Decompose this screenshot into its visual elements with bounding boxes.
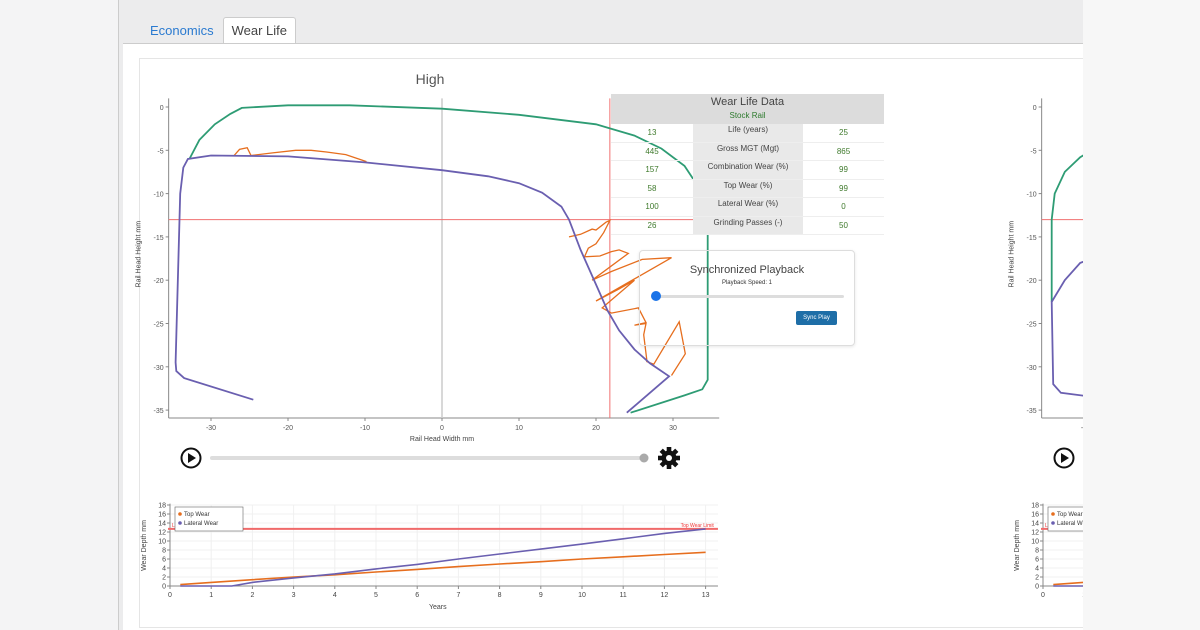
metric-label: Combination Wear (%)	[693, 161, 803, 179]
table-row: 445 Gross MGT (Mgt) 865	[611, 142, 884, 161]
metric-label: Grinding Passes (-)	[693, 216, 803, 234]
right-value: 50	[839, 220, 848, 230]
metric-label: Gross MGT (Mgt)	[693, 142, 803, 160]
speed-slider-track[interactable]	[656, 295, 844, 298]
metric-label: Life (years)	[693, 124, 803, 142]
right-value: 99	[839, 183, 848, 193]
table-subtitle: Stock Rail	[729, 111, 766, 120]
sync-play-button[interactable]: Sync Play	[796, 311, 837, 325]
left-value: 13	[647, 128, 657, 138]
table-header: Wear Life Data Stock Rail	[611, 94, 884, 124]
right-value: 865	[836, 146, 851, 156]
tab-economics[interactable]: Economics	[150, 23, 214, 38]
synchronized-playback-card: Synchronized Playback Playback Speed: 1 …	[639, 250, 855, 346]
table-row: 13 Life (years) 25	[611, 124, 884, 143]
left-value: 26	[647, 220, 657, 230]
tab-wear-life[interactable]: Wear Life	[222, 17, 296, 44]
table-title: Wear Life Data	[710, 96, 785, 108]
table-row: 100 Lateral Wear (%) 0	[611, 198, 884, 217]
left-value: 445	[645, 146, 659, 156]
table-row: 157 Combination Wear (%) 99	[611, 161, 884, 180]
sync-title: Synchronized Playback	[689, 264, 805, 276]
table-row: 58 Top Wear (%) 99	[611, 179, 884, 198]
app-window: Economics Wear Life	[118, 0, 1083, 630]
left-value: 58	[647, 183, 657, 193]
wear-life-panel	[139, 58, 1083, 628]
wear-life-table: Wear Life Data Stock Rail 13 Life (years)…	[611, 94, 884, 235]
right-value: 25	[839, 128, 848, 138]
left-value: 157	[645, 165, 659, 175]
tab-content	[123, 43, 1083, 630]
metric-label: Top Wear (%)	[693, 179, 803, 197]
playback-speed-label: Playback Speed: 1	[721, 280, 773, 286]
metric-label: Lateral Wear (%)	[693, 198, 803, 216]
background	[1083, 0, 1200, 630]
table-row: 26 Grinding Passes (-) 50	[611, 216, 884, 235]
left-value: 100	[645, 202, 659, 212]
right-value: 0	[841, 202, 846, 212]
speed-slider-handle[interactable]	[651, 291, 661, 301]
right-value: 99	[839, 165, 848, 175]
tab-bar: Economics Wear Life	[141, 17, 296, 44]
